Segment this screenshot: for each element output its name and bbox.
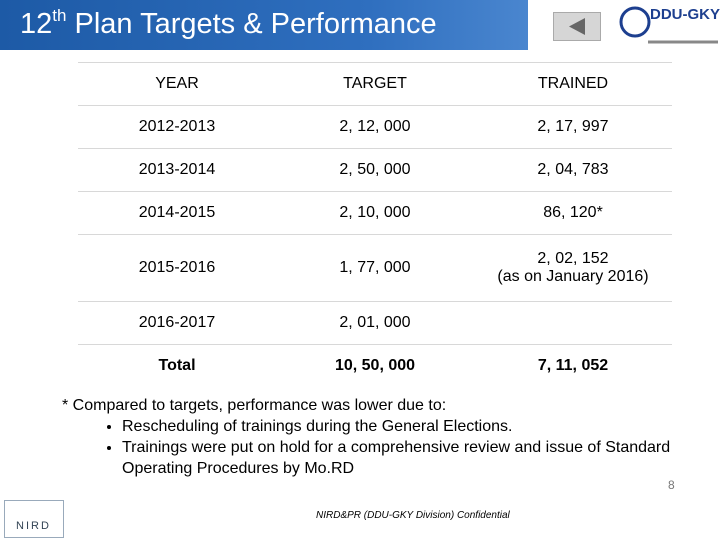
empty-cell [474, 301, 672, 345]
table-row: 2016-2017 2, 01, 000 [78, 301, 672, 345]
bullet-item: Rescheduling of trainings during the Gen… [122, 416, 672, 437]
table-cell: 10, 50, 000 [276, 344, 474, 387]
column-header: TARGET [276, 62, 474, 106]
slide-title: 12th Plan Targets & Performance [20, 6, 437, 41]
table-cell: 2, 10, 000 [276, 191, 474, 235]
table-cell: 2016-2017 [78, 301, 276, 345]
footer-text: NIRD&PR (DDU-GKY Division) Confidential [316, 510, 510, 521]
column-header: TRAINED [474, 62, 672, 106]
table-cell: 86, 120* [474, 191, 672, 235]
table-cell: 2015-2016 [78, 234, 276, 302]
back-icon [569, 18, 585, 35]
cell-line: 2, 02, 152 [537, 250, 609, 267]
cell-line: (as on January 2016) [497, 268, 649, 285]
back-button[interactable] [553, 12, 601, 41]
nird-logo-text: NIRD [16, 520, 51, 532]
arrow [569, 18, 585, 35]
table-cell: 2014-2015 [78, 191, 276, 235]
footnote: * Compared to targets, performance was l… [62, 395, 672, 479]
table-row: 2012-2013 2, 12, 000 2, 17, 997 [78, 105, 672, 149]
table-row: 2015-2016 1, 77, 000 2, 02, 152 (as on Janu… [78, 234, 672, 302]
table-cell: 2, 50, 000 [276, 148, 474, 192]
page-number: 8 [668, 478, 675, 492]
column-header: YEAR [78, 62, 276, 106]
footnote-intro: * Compared to targets, performance was l… [62, 397, 447, 414]
table-cell: 2012-2013 [78, 105, 276, 149]
table-cell: 1, 77, 000 [276, 234, 474, 302]
table-cell: Total [78, 344, 276, 387]
header-row: YEAR TARGET TRAINED [78, 62, 672, 106]
table-cell: 2, 04, 783 [474, 148, 672, 192]
logo-text: DDU-GKY [650, 6, 720, 23]
title-bar: 12th Plan Targets & Performance [0, 0, 528, 50]
bullet-item: Trainings were put on hold for a compreh… [122, 437, 672, 479]
table-cell: 2, 02, 152 (as on January 2016) [474, 234, 672, 302]
table-cell: 2013-2014 [78, 148, 276, 192]
table-cell: 2, 12, 000 [276, 105, 474, 149]
table-row: 2014-2015 2, 10, 000 86, 120* [78, 191, 672, 235]
nird-logo [4, 500, 64, 538]
table-cell: 2, 17, 997 [474, 105, 672, 149]
title-superscript: th [52, 6, 67, 25]
table-row: 2013-2014 2, 50, 000 2, 04, 783 [78, 148, 672, 192]
title-number: 12 [20, 8, 53, 40]
table-cell: 7, 11, 052 [474, 344, 672, 387]
table-row: Total 10, 50, 000 7, 11, 052 [78, 344, 672, 387]
footnote-bullets: Rescheduling of trainings during the Gen… [62, 416, 672, 479]
performance-table: YEAR TARGET TRAINED 2012-2013 2, 12, 000 2, … [78, 62, 672, 387]
table-cell: 2, 01, 000 [276, 301, 474, 345]
logo-circle [619, 6, 651, 38]
title-text: Plan Targets & Performance [66, 8, 437, 40]
logo-graphic [619, 6, 718, 44]
